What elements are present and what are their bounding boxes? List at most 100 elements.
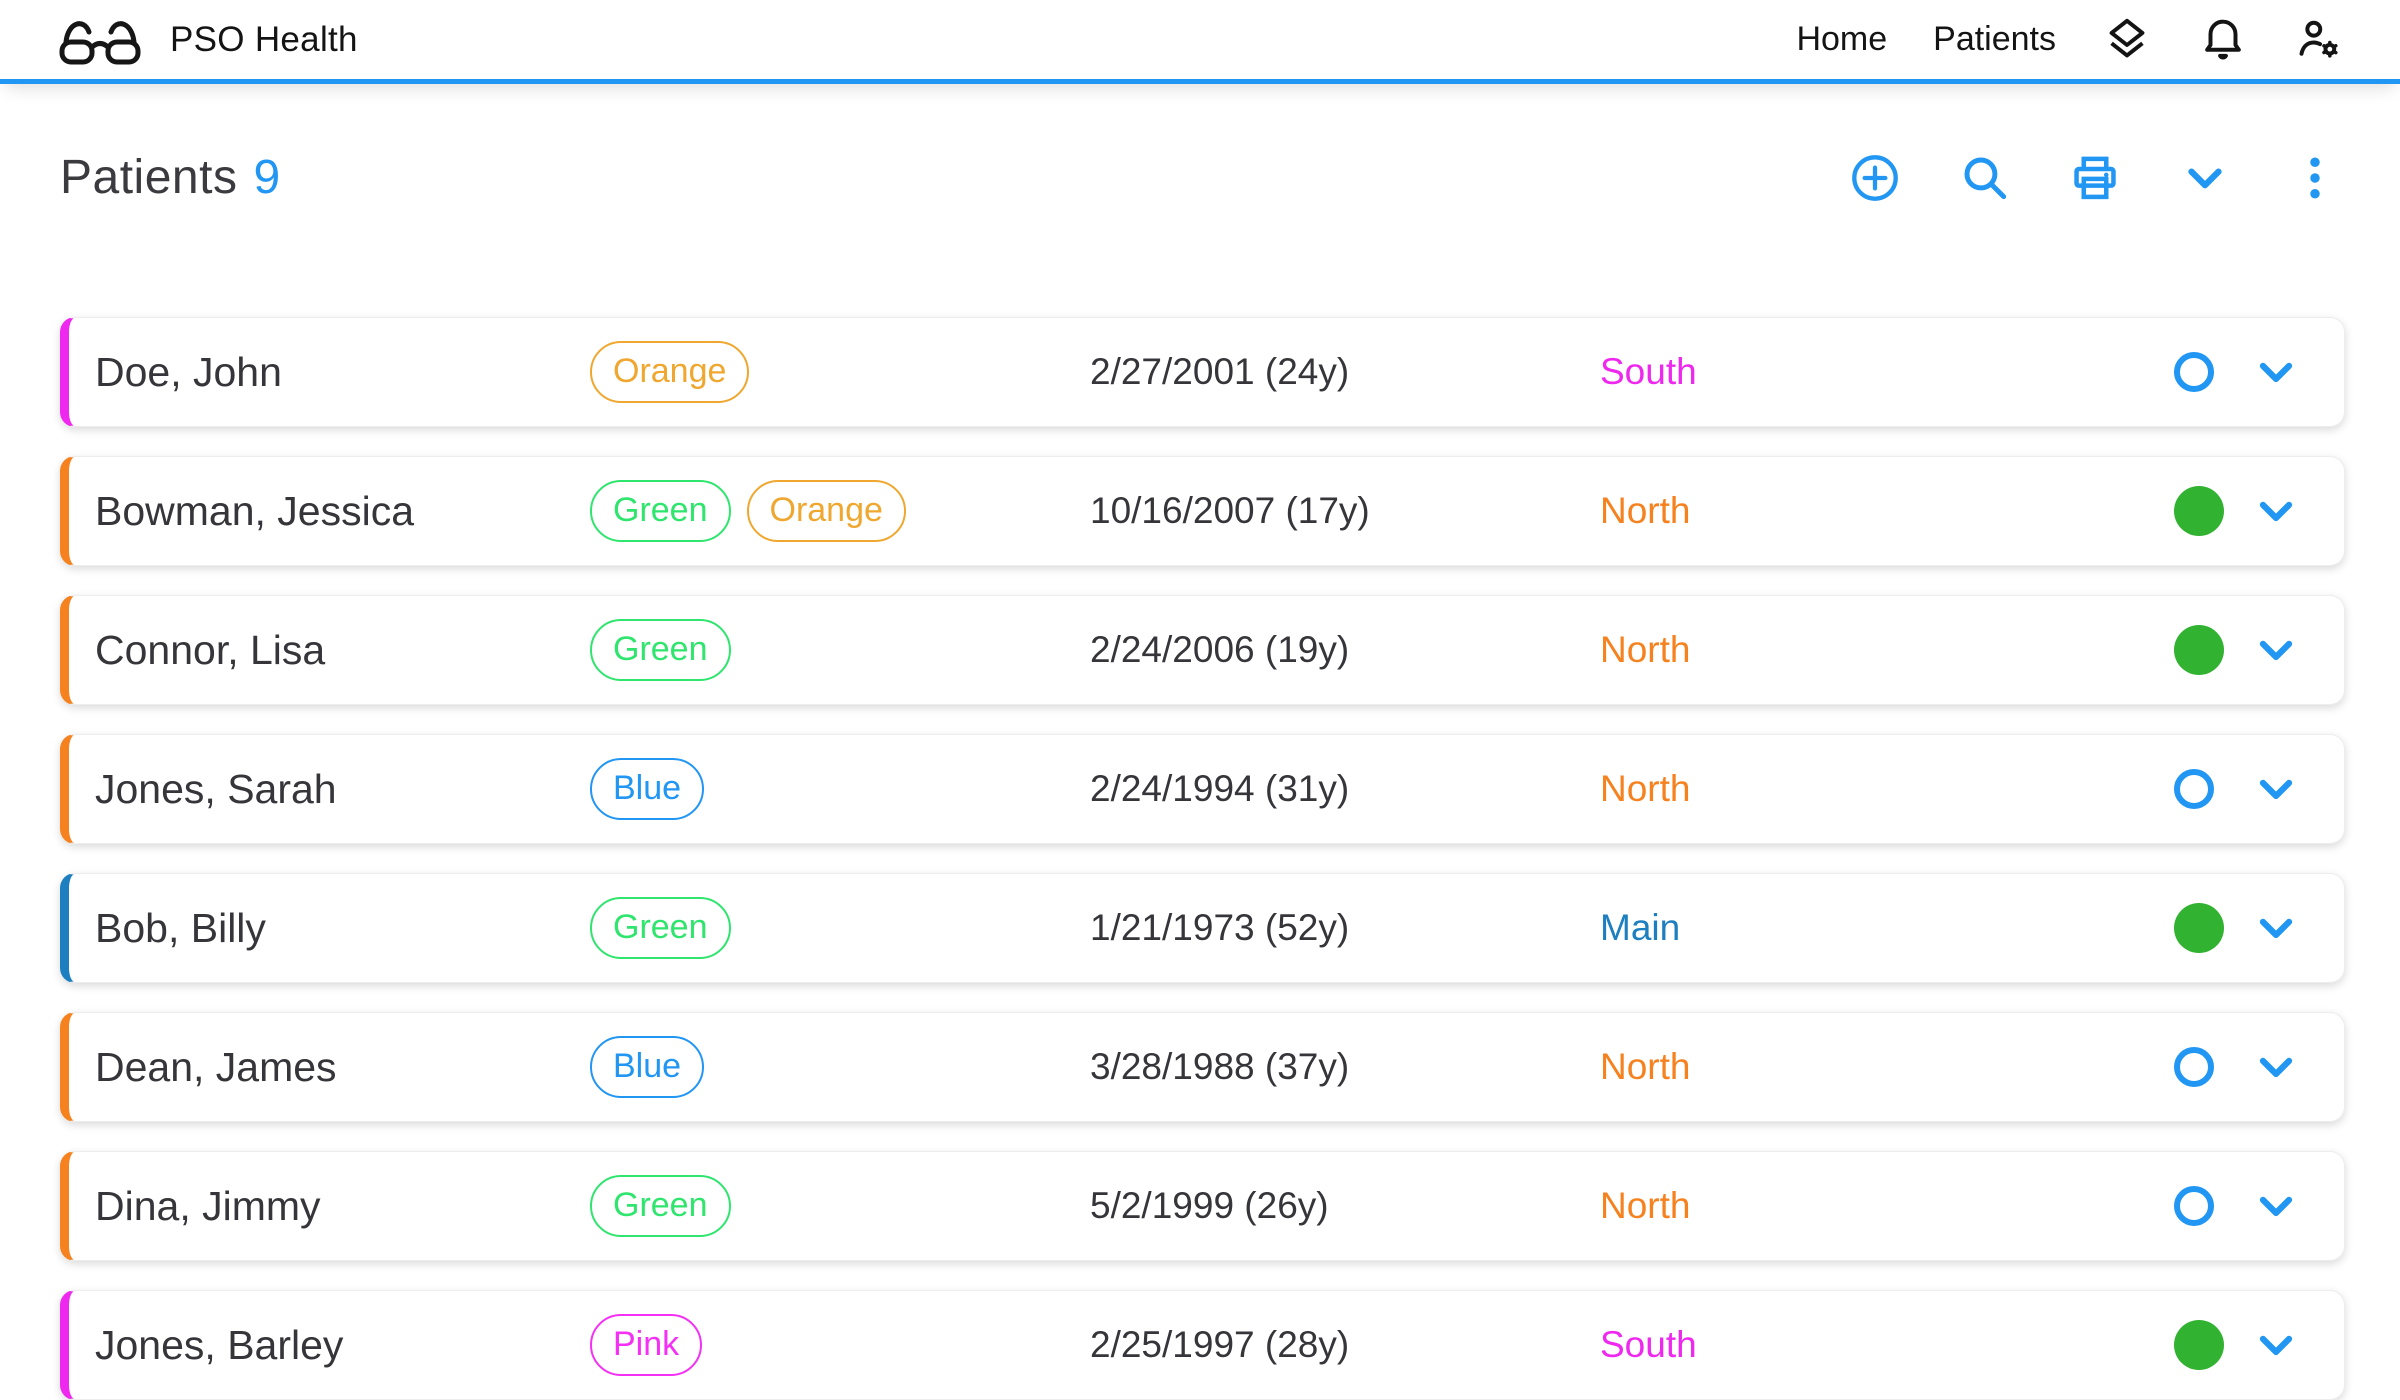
patient-tags: Orange [590,341,1090,403]
patient-dob: 3/28/1988 (37y) [1090,1046,1350,1087]
patient-status [2174,486,2226,536]
patient-count: 9 [253,151,281,204]
patient-tags: Green [590,1175,1090,1237]
patient-tags: Green Orange [590,480,1090,542]
patient-location: North [1600,1046,1691,1087]
tag-pill: Orange [590,341,750,403]
tag-pill: Blue [590,1036,705,1098]
tag-pill: Green [590,619,731,681]
patient-row[interactable]: Bowman, Jessica Green Orange 10/16/2007 (… [60,456,2345,566]
tag-pill: Green [590,897,731,959]
expand-row-button[interactable] [2226,1041,2326,1093]
expand-row-button[interactable] [2226,1180,2326,1232]
patient-row[interactable]: Jones, Sarah Blue 2/24/1994 (31y) North [60,734,2345,844]
patient-status [2174,625,2226,675]
patient-location: North [1600,768,1691,809]
patient-name: Dean, James [95,1043,337,1090]
status-circle-icon [2174,625,2224,675]
patient-dob: 2/24/1994 (31y) [1090,768,1350,809]
status-circle-icon [2174,1320,2224,1370]
patient-row[interactable]: Connor, Lisa Green 2/24/2006 (19y) North [60,595,2345,705]
chevron-down-icon [2259,1196,2293,1217]
chevron-down-icon [2259,362,2293,383]
patient-name: Bowman, Jessica [95,487,415,534]
patient-name: Connor, Lisa [95,626,326,673]
patient-list: Doe, John Orange 2/27/2001 (24y) South B… [60,317,2345,1400]
patient-status [2174,769,2226,809]
expand-row-button[interactable] [2226,346,2326,398]
patient-location: North [1600,490,1691,531]
manage-accounts-icon[interactable] [2294,15,2344,65]
expand-row-button[interactable] [2226,902,2326,954]
status-circle-icon [2174,1186,2214,1226]
tag-pill: Orange [746,480,906,542]
patient-name: Jones, Sarah [95,765,337,812]
patient-name: Jones, Barley [95,1321,344,1368]
nav-home[interactable]: Home [1796,20,1888,58]
patient-tags: Blue [590,1036,1090,1098]
patient-name: Dina, Jimmy [95,1182,321,1229]
search-icon[interactable] [1958,151,2012,205]
chevron-down-icon [2259,1057,2293,1078]
tag-pill: Green [590,1175,731,1237]
chevron-down-icon [2259,501,2293,522]
main-content: Patients 9 [0,84,2400,1400]
page-title: Patients 9 [60,150,281,205]
app-header: PSO Health Home Patients [0,0,2400,84]
status-circle-icon [2174,486,2224,536]
patient-dob: 1/21/1973 (52y) [1090,907,1350,948]
chevron-down-icon [2259,1335,2293,1356]
patient-row[interactable]: Bob, Billy Green 1/21/1973 (52y) Main [60,873,2345,983]
patient-location: Main [1600,907,1681,948]
expand-row-button[interactable] [2226,1319,2326,1371]
status-circle-icon [2174,352,2214,392]
layers-icon[interactable] [2102,15,2152,65]
header-nav: Home Patients [1796,15,2344,65]
patient-dob: 2/24/2006 (19y) [1090,629,1350,670]
notifications-bell-icon[interactable] [2198,15,2248,65]
patient-name: Bob, Billy [95,904,266,951]
page-head: Patients 9 [60,84,2342,205]
chevron-down-icon[interactable] [2178,151,2232,205]
chevron-down-icon [2259,779,2293,800]
toolbar [1848,151,2342,205]
patient-dob: 10/16/2007 (17y) [1090,490,1370,531]
brand-name: PSO Health [170,19,358,59]
brand[interactable]: PSO Health [58,12,358,68]
patient-row[interactable]: Jones, Barley Pink 2/25/1997 (28y) South [60,1290,2345,1400]
nav-patients[interactable]: Patients [1933,20,2056,58]
patient-status [2174,1186,2226,1226]
chevron-down-icon [2259,640,2293,661]
tag-pill: Green [590,480,731,542]
patient-location: North [1600,1185,1691,1226]
patient-location: North [1600,629,1691,670]
expand-row-button[interactable] [2226,624,2326,676]
patient-tags: Blue [590,758,1090,820]
more-vertical-icon[interactable] [2288,151,2342,205]
patient-status [2174,352,2226,392]
glasses-icon [59,20,141,64]
status-circle-icon [2174,769,2214,809]
add-circle-icon[interactable] [1848,151,1902,205]
status-circle-icon [2174,1047,2214,1087]
patient-dob: 2/27/2001 (24y) [1090,351,1350,392]
tag-pill: Pink [590,1314,703,1376]
print-icon[interactable] [2068,151,2122,205]
patient-status [2174,1320,2226,1370]
patient-tags: Green [590,897,1090,959]
patient-row[interactable]: Dean, James Blue 3/28/1988 (37y) North [60,1012,2345,1122]
expand-row-button[interactable] [2226,485,2326,537]
patient-row[interactable]: Dina, Jimmy Green 5/2/1999 (26y) North [60,1151,2345,1261]
chevron-down-icon [2259,918,2293,939]
tag-pill: Blue [590,758,705,820]
patient-location: South [1600,351,1697,392]
patient-row[interactable]: Doe, John Orange 2/27/2001 (24y) South [60,317,2345,427]
patient-tags: Green [590,619,1090,681]
patient-name: Doe, John [95,348,282,395]
patient-dob: 2/25/1997 (28y) [1090,1324,1350,1365]
patient-tags: Pink [590,1314,1090,1376]
status-circle-icon [2174,903,2224,953]
page-title-text: Patients [60,151,238,204]
patient-location: South [1600,1324,1697,1365]
expand-row-button[interactable] [2226,763,2326,815]
